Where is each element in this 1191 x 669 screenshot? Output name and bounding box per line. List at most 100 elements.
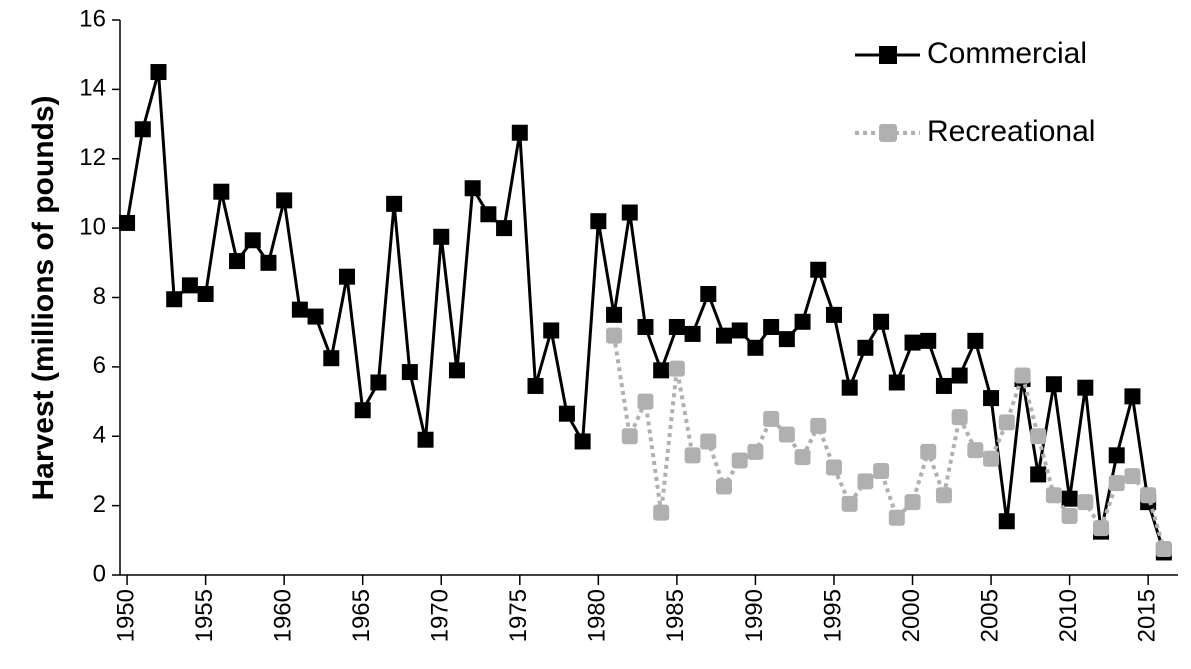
point bbox=[935, 487, 952, 504]
point bbox=[244, 232, 261, 249]
point bbox=[119, 214, 136, 231]
point bbox=[181, 277, 198, 294]
point bbox=[904, 334, 921, 351]
point bbox=[841, 495, 858, 512]
x-tick-label: 1985 bbox=[662, 589, 689, 642]
point bbox=[1108, 475, 1125, 492]
x-tick-label: 1980 bbox=[584, 589, 611, 642]
point bbox=[621, 428, 638, 445]
point bbox=[574, 433, 591, 450]
point bbox=[370, 374, 387, 391]
point bbox=[511, 124, 528, 141]
point bbox=[1093, 520, 1110, 537]
point bbox=[621, 204, 638, 221]
point bbox=[747, 339, 764, 356]
point bbox=[998, 414, 1015, 431]
point bbox=[1108, 447, 1125, 464]
point bbox=[229, 253, 246, 270]
point bbox=[276, 192, 293, 209]
point bbox=[731, 452, 748, 469]
y-tick-label: 6 bbox=[93, 352, 106, 379]
point bbox=[166, 291, 183, 308]
point bbox=[668, 318, 685, 335]
point bbox=[543, 322, 560, 339]
x-tick-label: 1950 bbox=[112, 589, 139, 642]
point bbox=[197, 286, 214, 303]
point bbox=[920, 332, 937, 349]
point bbox=[825, 306, 842, 323]
point bbox=[763, 410, 780, 427]
point bbox=[1030, 466, 1047, 483]
point bbox=[983, 390, 1000, 407]
point bbox=[747, 443, 764, 460]
x-tick-label: 1990 bbox=[741, 589, 768, 642]
point bbox=[1077, 379, 1094, 396]
point bbox=[1014, 367, 1031, 384]
point bbox=[480, 206, 497, 223]
point bbox=[967, 332, 984, 349]
point bbox=[338, 268, 355, 285]
point bbox=[637, 318, 654, 335]
point bbox=[1061, 508, 1078, 525]
point bbox=[307, 308, 324, 325]
x-tick-label: 2005 bbox=[976, 589, 1003, 642]
point bbox=[213, 183, 230, 200]
point bbox=[637, 393, 654, 410]
point bbox=[401, 364, 418, 381]
point bbox=[873, 462, 890, 479]
x-tick-label: 1975 bbox=[505, 589, 532, 642]
y-axis-label: Harvest (millions of pounds) bbox=[27, 95, 60, 500]
y-tick-label: 2 bbox=[93, 491, 106, 518]
x-tick-label: 2010 bbox=[1055, 589, 1082, 642]
point bbox=[1030, 428, 1047, 445]
point bbox=[763, 318, 780, 335]
point bbox=[967, 442, 984, 459]
point bbox=[700, 286, 717, 303]
point bbox=[904, 494, 921, 511]
y-tick-label: 16 bbox=[79, 5, 106, 32]
point bbox=[684, 325, 701, 342]
point bbox=[1155, 540, 1172, 557]
point bbox=[433, 228, 450, 245]
point bbox=[606, 306, 623, 323]
point bbox=[794, 449, 811, 466]
point bbox=[323, 350, 340, 367]
point bbox=[700, 433, 717, 450]
legend-marker bbox=[879, 46, 897, 64]
point bbox=[386, 195, 403, 212]
point bbox=[983, 450, 1000, 467]
x-tick-label: 2000 bbox=[898, 589, 925, 642]
point bbox=[857, 473, 874, 490]
x-tick-label: 2015 bbox=[1133, 589, 1160, 642]
point bbox=[1045, 487, 1062, 504]
point bbox=[716, 327, 733, 344]
y-tick-label: 4 bbox=[93, 422, 106, 449]
point bbox=[731, 322, 748, 339]
point bbox=[794, 313, 811, 330]
point bbox=[1045, 376, 1062, 393]
point bbox=[417, 431, 434, 448]
point bbox=[291, 301, 308, 318]
point bbox=[935, 377, 952, 394]
y-tick-label: 14 bbox=[79, 75, 106, 102]
point bbox=[1124, 468, 1141, 485]
point bbox=[951, 409, 968, 426]
point bbox=[1077, 494, 1094, 511]
point bbox=[653, 504, 670, 521]
x-tick-label: 1955 bbox=[191, 589, 218, 642]
x-tick-label: 1995 bbox=[819, 589, 846, 642]
point bbox=[873, 313, 890, 330]
point bbox=[1061, 490, 1078, 507]
point bbox=[841, 379, 858, 396]
legend-label: Recreational bbox=[927, 115, 1095, 148]
point bbox=[590, 213, 607, 230]
point bbox=[354, 402, 371, 419]
x-tick-label: 1960 bbox=[270, 589, 297, 642]
legend-label: Commercial bbox=[927, 37, 1087, 70]
point bbox=[527, 377, 544, 394]
x-tick-label: 1965 bbox=[348, 589, 375, 642]
point bbox=[684, 447, 701, 464]
point bbox=[998, 513, 1015, 530]
point bbox=[653, 362, 670, 379]
